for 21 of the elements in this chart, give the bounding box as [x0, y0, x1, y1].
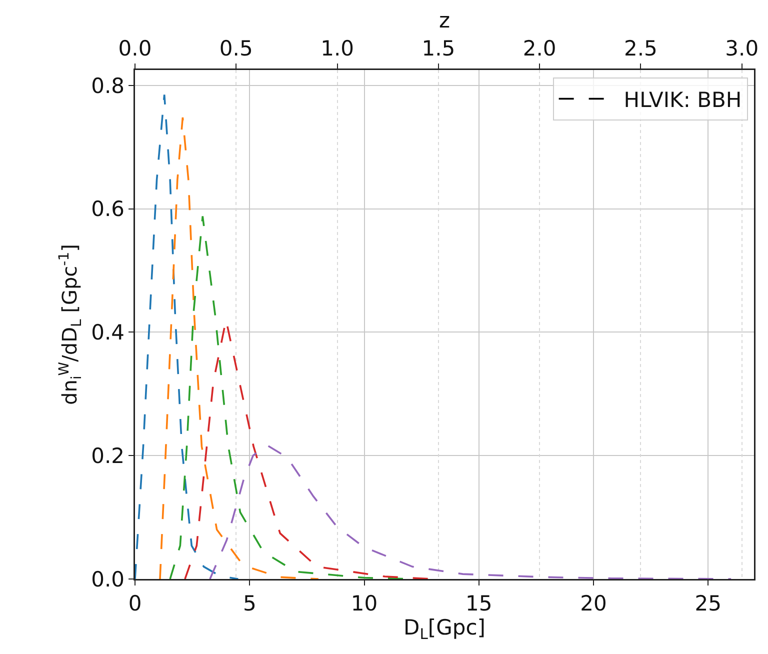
x-tick-label: 15	[466, 592, 492, 616]
x2-tick-label: 1.0	[320, 36, 354, 60]
x2-tick-label: 3.0	[725, 36, 759, 60]
x-tick-label: 0	[128, 592, 142, 616]
y-tick-label: 0.6	[91, 197, 124, 222]
x-axis-title: D$_{L}$[Gpc]	[404, 616, 486, 643]
x2-tick-label: 2.0	[522, 36, 556, 60]
x2-axis-title: z	[438, 8, 450, 33]
x-tick-label: 25	[694, 592, 722, 616]
x2-tick-label: 2.5	[624, 36, 658, 60]
x-tick-label: 20	[580, 592, 607, 616]
x2-tick-label: 0.0	[118, 36, 152, 60]
y-tick-label: 0.2	[91, 444, 124, 468]
x2-tick-label: 0.5	[219, 36, 253, 60]
x-tick-label: 10	[350, 592, 378, 616]
legend-label: HLVIK: BBH	[624, 88, 742, 112]
y-tick-label: 0.8	[91, 74, 124, 98]
y-tick-label: 0.0	[91, 567, 124, 592]
x2-tick-label: 1.5	[422, 36, 456, 60]
x-tick-label: 5	[242, 592, 256, 616]
y-tick-label: 0.4	[91, 320, 124, 345]
